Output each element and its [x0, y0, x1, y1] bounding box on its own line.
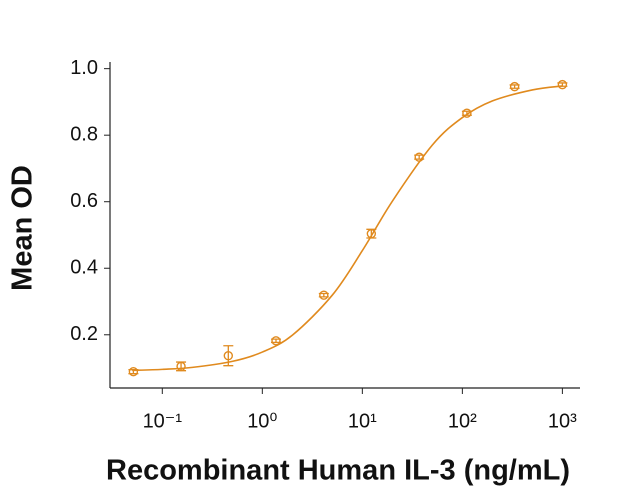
x-tick-label: 10² [448, 410, 477, 432]
y-tick-label: 0.2 [70, 323, 98, 345]
error-bar [223, 345, 234, 367]
data-point [509, 81, 520, 92]
data-point [128, 367, 139, 377]
y-tick-label: 0.8 [70, 123, 98, 145]
data-point [176, 361, 186, 372]
data-point [557, 79, 568, 90]
fit-curve [132, 85, 563, 372]
y-tick-label: 1.0 [70, 57, 98, 79]
data-point [319, 290, 329, 300]
data-point [462, 108, 472, 118]
x-tick-label: 10⁻¹ [143, 410, 183, 432]
y-axis-title: Mean OD [7, 165, 39, 291]
data-point [271, 336, 281, 346]
data-point [414, 152, 424, 162]
data-point [223, 351, 234, 361]
x-tick-label: 10³ [548, 410, 577, 432]
y-tick-label: 0.6 [70, 190, 98, 212]
x-tick-label: 10¹ [348, 410, 377, 432]
x-tick-label: 10⁰ [247, 410, 277, 432]
x-axis-title: Recombinant Human IL-3 (ng/mL) [106, 455, 570, 487]
data-point [366, 228, 377, 239]
y-tick-label: 0.4 [70, 257, 98, 279]
